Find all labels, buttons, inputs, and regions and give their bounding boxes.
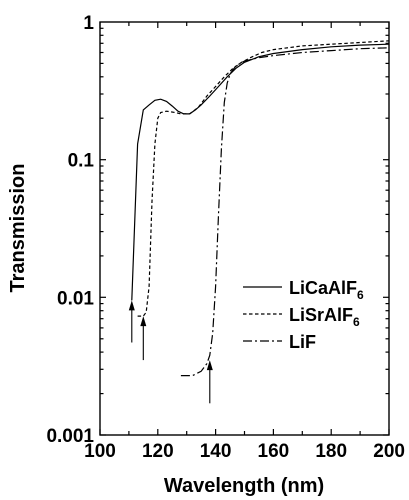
edge-arrow [140, 316, 147, 361]
x-tick-label: 100 [84, 441, 116, 462]
legend: LiCaAlF6 LiSrAlF6 LiF [243, 278, 364, 352]
x-tick-label: 140 [200, 441, 232, 462]
x-tick-labels: 100 120 140 160 180 200 [84, 441, 405, 462]
x-tick-label: 120 [142, 441, 174, 462]
legend-label-2: LiSrAlF6 [289, 305, 360, 329]
x-tick-label: 160 [258, 441, 290, 462]
y-tick-label: 0.001 [46, 426, 94, 447]
edge-arrow [206, 360, 213, 404]
y-tick-label: 1 [83, 13, 94, 34]
y-tick-label: 0.01 [57, 288, 94, 309]
edge-arrow [128, 300, 135, 343]
y-tick-labels: 0.001 0.01 0.1 1 [46, 13, 94, 447]
axis-ticks [99, 22, 390, 436]
x-axis-title: Wavelength (nm) [164, 475, 324, 497]
series-lines [131, 40, 390, 377]
series-line-3 [180, 47, 390, 377]
legend-label-3: LiF [289, 332, 316, 352]
series-line-1 [131, 43, 390, 301]
series-line-2 [137, 40, 390, 317]
y-axis-title: Transmission [7, 164, 29, 293]
arrow-markers [128, 300, 213, 404]
x-tick-label: 200 [373, 441, 405, 462]
plot-frame [99, 21, 390, 436]
x-tick-label: 180 [315, 441, 347, 462]
y-tick-label: 0.1 [68, 151, 95, 172]
legend-label-1: LiCaAlF6 [289, 278, 364, 302]
